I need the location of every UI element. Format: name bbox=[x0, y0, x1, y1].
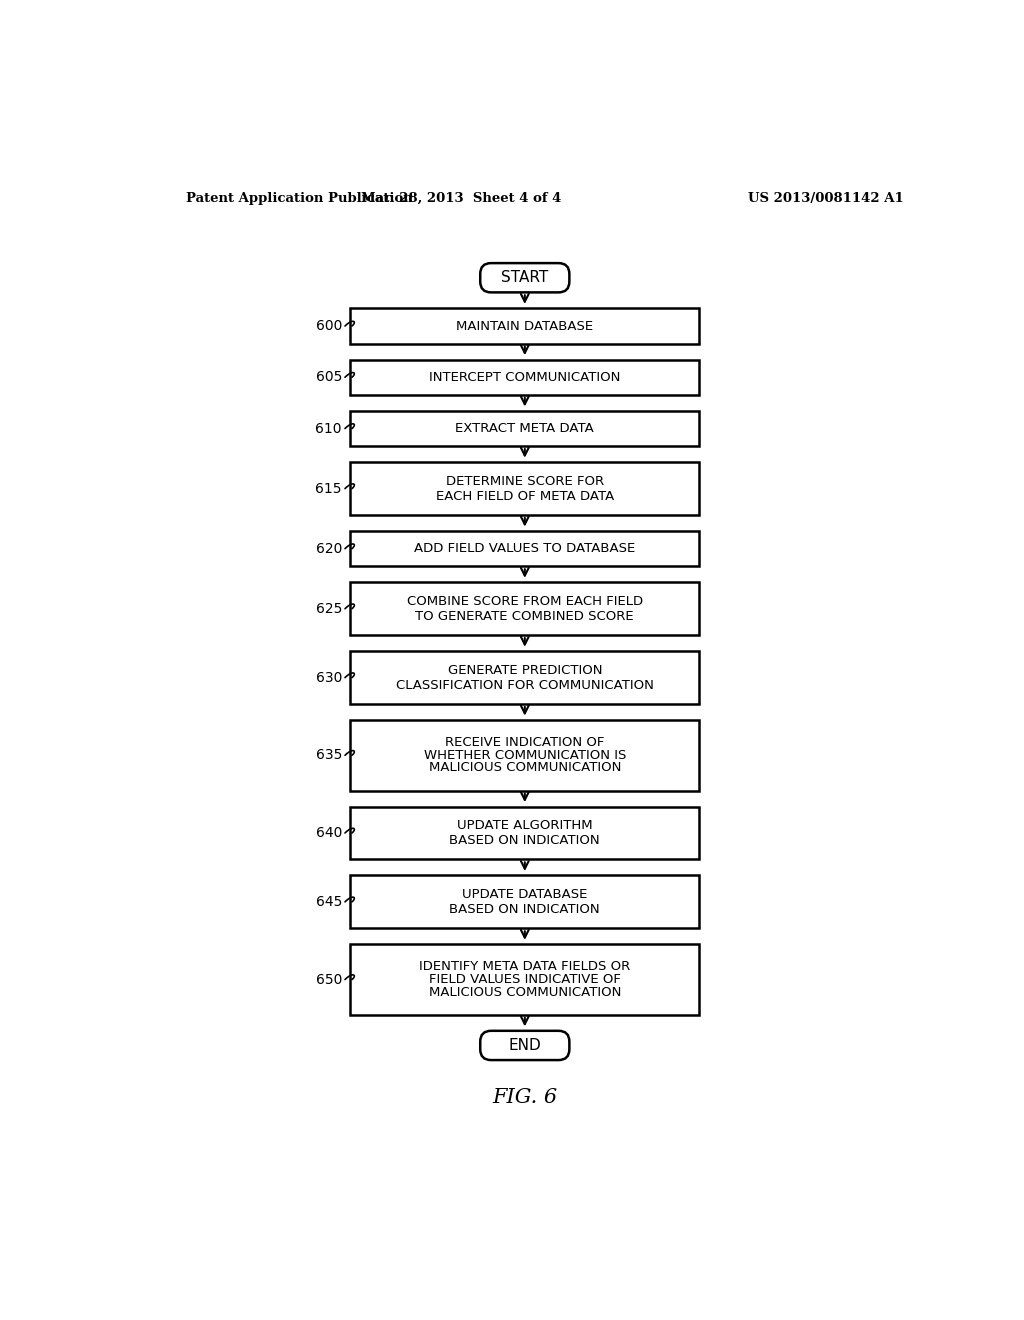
Text: 645: 645 bbox=[315, 895, 342, 909]
Text: 640: 640 bbox=[315, 826, 342, 840]
Text: INTERCEPT COMMUNICATION: INTERCEPT COMMUNICATION bbox=[429, 371, 621, 384]
Bar bbox=[350, 411, 699, 446]
Text: 605: 605 bbox=[315, 371, 342, 384]
Text: MALICIOUS COMMUNICATION: MALICIOUS COMMUNICATION bbox=[429, 986, 621, 999]
Text: FIG. 6: FIG. 6 bbox=[493, 1088, 557, 1107]
Text: 635: 635 bbox=[315, 748, 342, 763]
Bar bbox=[350, 944, 699, 1015]
Text: START: START bbox=[501, 271, 549, 285]
Text: MALICIOUS COMMUNICATION: MALICIOUS COMMUNICATION bbox=[429, 762, 621, 775]
Text: ADD FIELD VALUES TO DATABASE: ADD FIELD VALUES TO DATABASE bbox=[414, 543, 636, 556]
Bar bbox=[350, 651, 699, 704]
Text: RECEIVE INDICATION OF: RECEIVE INDICATION OF bbox=[445, 737, 604, 750]
Text: UPDATE ALGORITHM: UPDATE ALGORITHM bbox=[457, 820, 593, 832]
Bar bbox=[350, 309, 699, 343]
Text: DETERMINE SCORE FOR: DETERMINE SCORE FOR bbox=[445, 475, 604, 487]
Bar bbox=[350, 721, 699, 791]
Text: BASED ON INDICATION: BASED ON INDICATION bbox=[450, 834, 600, 847]
Text: 630: 630 bbox=[315, 671, 342, 685]
Text: 650: 650 bbox=[315, 973, 342, 986]
Text: WHETHER COMMUNICATION IS: WHETHER COMMUNICATION IS bbox=[424, 748, 626, 762]
Text: CLASSIFICATION FOR COMMUNICATION: CLASSIFICATION FOR COMMUNICATION bbox=[396, 678, 653, 692]
Text: Mar. 28, 2013  Sheet 4 of 4: Mar. 28, 2013 Sheet 4 of 4 bbox=[361, 191, 561, 205]
Text: MAINTAIN DATABASE: MAINTAIN DATABASE bbox=[457, 319, 593, 333]
Bar bbox=[350, 531, 699, 566]
Text: TO GENERATE COMBINED SCORE: TO GENERATE COMBINED SCORE bbox=[416, 610, 634, 623]
Text: EACH FIELD OF META DATA: EACH FIELD OF META DATA bbox=[435, 490, 614, 503]
Bar bbox=[350, 582, 699, 635]
Text: BASED ON INDICATION: BASED ON INDICATION bbox=[450, 903, 600, 916]
Text: 625: 625 bbox=[315, 602, 342, 615]
FancyBboxPatch shape bbox=[480, 1031, 569, 1060]
Text: Patent Application Publication: Patent Application Publication bbox=[186, 191, 413, 205]
Bar bbox=[350, 807, 699, 859]
Text: EXTRACT META DATA: EXTRACT META DATA bbox=[456, 422, 594, 436]
Text: UPDATE DATABASE: UPDATE DATABASE bbox=[462, 888, 588, 902]
Bar bbox=[350, 359, 699, 395]
Text: 615: 615 bbox=[315, 482, 342, 495]
FancyBboxPatch shape bbox=[480, 263, 569, 293]
Text: 600: 600 bbox=[315, 319, 342, 333]
Text: END: END bbox=[509, 1038, 541, 1053]
Text: IDENTIFY META DATA FIELDS OR: IDENTIFY META DATA FIELDS OR bbox=[419, 961, 631, 973]
Bar bbox=[350, 875, 699, 928]
Text: US 2013/0081142 A1: US 2013/0081142 A1 bbox=[748, 191, 903, 205]
Text: GENERATE PREDICTION: GENERATE PREDICTION bbox=[447, 664, 602, 677]
Text: 610: 610 bbox=[315, 421, 342, 436]
Text: FIELD VALUES INDICATIVE OF: FIELD VALUES INDICATIVE OF bbox=[429, 973, 621, 986]
Text: 620: 620 bbox=[315, 541, 342, 556]
Bar bbox=[350, 462, 699, 515]
Text: COMBINE SCORE FROM EACH FIELD: COMBINE SCORE FROM EACH FIELD bbox=[407, 595, 643, 607]
